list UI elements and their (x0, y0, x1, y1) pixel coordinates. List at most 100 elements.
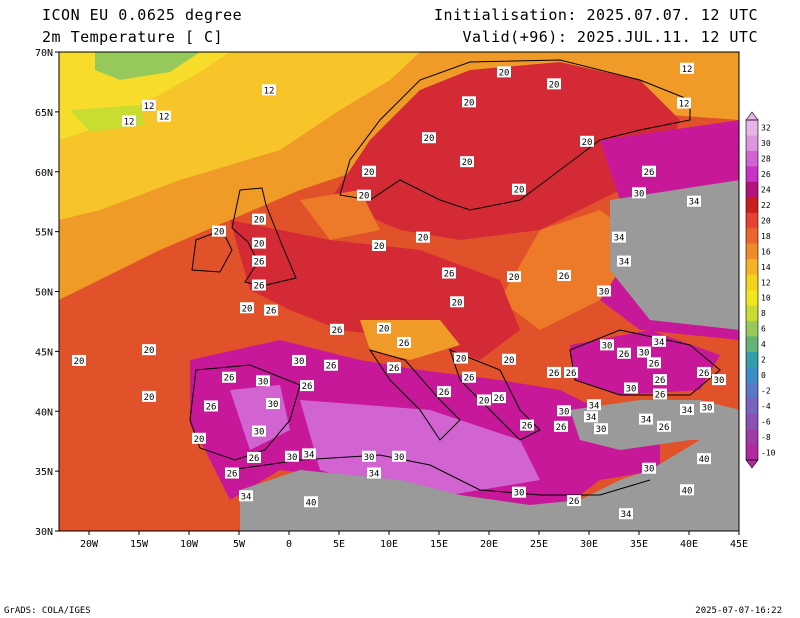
contour-label: 26 (564, 366, 578, 379)
svg-text:20: 20 (504, 356, 515, 366)
contour-label: 20 (462, 96, 476, 108)
colorbar-swatch (746, 382, 758, 399)
colorbar-swatch (746, 429, 758, 446)
contour-label: 20 (477, 394, 491, 406)
svg-text:20: 20 (549, 80, 560, 90)
contour-label: 34 (687, 195, 701, 208)
svg-text:30: 30 (634, 189, 645, 199)
svg-text:20: 20 (242, 304, 253, 314)
svg-text:30: 30 (602, 341, 613, 351)
colorbar-tick-label: -6 (761, 417, 771, 426)
svg-text:40: 40 (682, 486, 693, 496)
contour-label: 34 (367, 467, 381, 480)
contour-label: 34 (639, 413, 653, 426)
coast-balkans (449, 349, 541, 441)
lon-tick-label: 15E (430, 539, 448, 550)
contour-label: 12 (122, 115, 136, 127)
coast-scandinavia (339, 59, 691, 211)
contour-label: 20 (512, 183, 526, 196)
svg-text:26: 26 (655, 390, 666, 400)
contour-label: 20 (454, 352, 468, 365)
svg-text:30: 30 (364, 453, 375, 463)
colorbar-swatch (746, 367, 758, 384)
variable-title: 2m Temperature [ C] (42, 28, 224, 46)
contour-label: 30 (362, 450, 376, 463)
colorbar-swatch (746, 135, 758, 152)
contour-label: 26 (642, 165, 656, 178)
svg-text:20: 20 (456, 355, 467, 365)
svg-text:12: 12 (679, 99, 690, 109)
contour-label: 26 (653, 388, 667, 400)
contour-label: 30 (624, 382, 638, 394)
lon-tick-label: 5E (333, 539, 345, 550)
svg-text:30: 30 (599, 288, 610, 298)
contour-label: 26 (300, 380, 314, 392)
svg-text:30: 30 (596, 425, 607, 435)
svg-text:20: 20 (379, 325, 390, 335)
lon-tick-label: 0 (286, 539, 292, 550)
contour-label: 20 (240, 302, 254, 314)
svg-text:26: 26 (464, 374, 475, 384)
svg-text:26: 26 (332, 326, 343, 336)
svg-text:20: 20 (144, 346, 155, 356)
lat-tick-label: 65N (35, 108, 53, 119)
contour-label: 30 (252, 425, 266, 438)
svg-text:30: 30 (559, 407, 570, 417)
contour-label: 12 (680, 62, 694, 75)
lon-tick-label: 10E (380, 539, 398, 550)
coast-italy (368, 349, 461, 441)
contour-label: 12 (142, 99, 156, 112)
zone-central-warm (230, 220, 520, 360)
svg-text:26: 26 (566, 369, 577, 379)
contour-label: 26 (647, 357, 661, 369)
svg-text:26: 26 (549, 369, 560, 379)
svg-text:34: 34 (304, 450, 315, 460)
svg-text:20: 20 (214, 228, 225, 238)
lon-tick-label: 25E (530, 539, 548, 550)
contour-label: 30 (700, 401, 714, 414)
contour-label: 20 (580, 135, 594, 148)
contour-label: 30 (512, 486, 526, 499)
colorbar-swatch (746, 413, 758, 430)
coastlines (189, 59, 721, 496)
svg-text:20: 20 (364, 168, 375, 178)
svg-text:26: 26 (254, 282, 265, 292)
lon-tick-label: 45E (730, 539, 748, 550)
svg-text:26: 26 (227, 470, 238, 480)
lon-tick-label: 40E (680, 539, 698, 550)
colorbar-swatch (746, 228, 758, 245)
svg-text:26: 26 (224, 374, 235, 384)
svg-text:30: 30 (514, 489, 525, 499)
contour-label: 12 (677, 97, 691, 109)
colorbar-tick-label: -4 (761, 402, 771, 411)
contour-label: 20 (416, 231, 430, 244)
contour-label: 34 (652, 335, 666, 348)
colorbar-tick-label: 10 (761, 294, 771, 303)
svg-text:26: 26 (206, 402, 217, 412)
svg-text:30: 30 (394, 453, 405, 463)
svg-text:20: 20 (418, 234, 429, 244)
svg-text:20: 20 (74, 357, 85, 367)
contour-label: 26 (252, 279, 266, 292)
contour-label: 26 (324, 359, 338, 372)
svg-text:26: 26 (399, 339, 410, 349)
svg-text:20: 20 (194, 435, 205, 445)
contour-label: 34 (587, 399, 601, 411)
lon-tick-label: 30E (580, 539, 598, 550)
contour-label: 26 (697, 366, 711, 379)
svg-text:34: 34 (241, 492, 252, 502)
svg-text:30: 30 (287, 453, 298, 463)
contour-label: 34 (302, 448, 316, 460)
lon-tick-label: 20E (480, 539, 498, 550)
contour-label: 30 (594, 423, 608, 435)
svg-text:26: 26 (522, 422, 533, 432)
lon-tick-label: 10W (180, 539, 199, 550)
lat-tick-label: 40N (35, 407, 53, 418)
contour-label: 30 (637, 346, 651, 359)
contour-label: 40 (697, 453, 711, 465)
contour-label: 30 (712, 374, 726, 386)
contour-label: 20 (507, 271, 521, 283)
contour-label: 12 (157, 110, 171, 123)
svg-text:34: 34 (654, 338, 665, 348)
colorbar-swatch (746, 212, 758, 229)
